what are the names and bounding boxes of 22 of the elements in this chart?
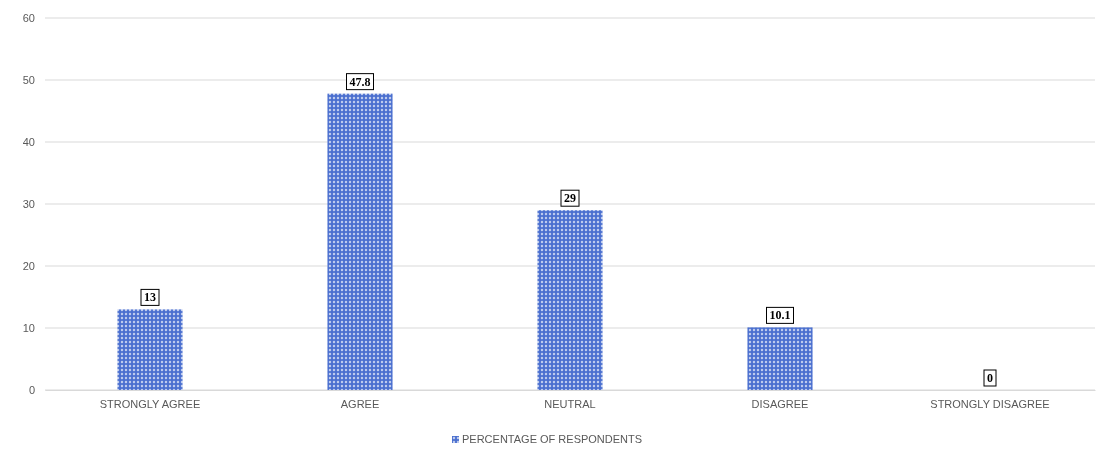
bar [327, 93, 393, 390]
y-tick-label: 60 [22, 12, 35, 25]
y-tick-label: 0 [28, 384, 35, 397]
x-tick-label: AGREE [340, 398, 380, 411]
y-tick-label: 30 [22, 198, 35, 211]
x-tick-label: DISAGREE [751, 398, 809, 411]
bar [537, 210, 603, 390]
y-tick-label: 20 [22, 260, 35, 273]
y-tick-label: 10 [22, 322, 35, 335]
y-tick-label: 50 [22, 74, 35, 87]
x-tick-label: NEUTRAL [544, 398, 596, 411]
bar [747, 327, 813, 390]
data-label: 47.8 [349, 74, 371, 89]
bar [117, 309, 183, 390]
data-label: 0 [987, 371, 993, 385]
y-tick-label: 40 [22, 136, 35, 149]
x-tick-label: STRONGLY DISAGREE [930, 398, 1050, 411]
x-tick-label: STRONGLY AGREE [99, 398, 201, 411]
data-label: 13 [144, 290, 156, 305]
data-label: 10.1 [769, 308, 791, 323]
legend-label: PERCENTAGE OF RESPONDENTS [462, 433, 643, 445]
data-label: 29 [564, 191, 576, 206]
